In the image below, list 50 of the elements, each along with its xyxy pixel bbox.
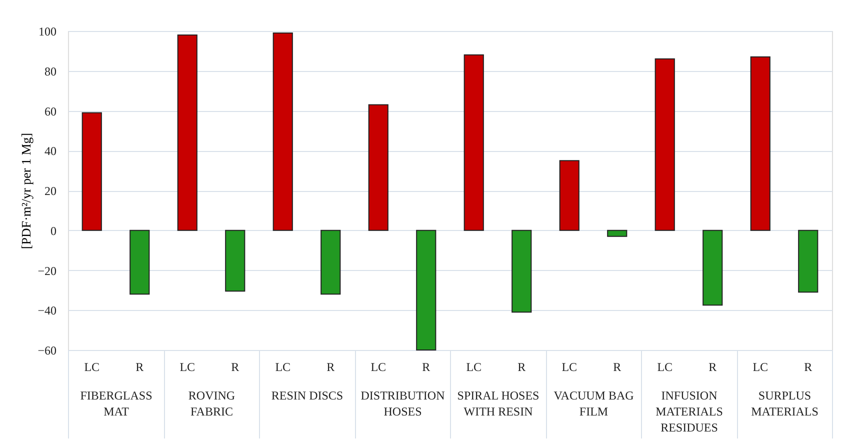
bar: [654, 58, 675, 231]
text: LC: [562, 360, 578, 374]
bar: [368, 104, 388, 231]
text: LC: [275, 360, 291, 374]
series-label: R: [422, 360, 430, 374]
bar: [272, 32, 293, 231]
bar: [607, 230, 628, 237]
y-tick-label: 80: [44, 64, 56, 78]
x-tick-label: ROVING FABRIC: [188, 388, 236, 418]
text: R: [326, 360, 335, 374]
y-tick-label: −20: [38, 264, 56, 278]
y-tick-label: −40: [38, 304, 56, 318]
bar: [750, 56, 770, 231]
text: LC: [466, 360, 482, 374]
text: LC: [84, 360, 100, 374]
text: R: [231, 360, 240, 374]
bar: [177, 34, 198, 231]
y-tick-label: 40: [44, 144, 56, 158]
x-tick-label: SURPLUS MATERIALS: [751, 388, 818, 418]
y-tick-label: −60: [38, 344, 56, 358]
x-tick-label: SPIRAL HOSES WITH RESIN: [457, 388, 540, 418]
text: R: [136, 360, 144, 374]
text: R: [518, 360, 526, 374]
bar: [559, 160, 580, 231]
x-tick-label: DISTRIBUTION HOSES: [360, 388, 446, 418]
text: LC: [180, 360, 196, 374]
bar: [416, 230, 436, 350]
text: R: [708, 360, 717, 374]
text: R: [804, 360, 812, 374]
x-tick-label: INFUSION MATERIALS RESIDUES: [656, 388, 723, 434]
bar: [225, 230, 246, 292]
text: LC: [752, 360, 768, 374]
x-tick-label: FIBERGLASS MAT: [80, 388, 152, 418]
y-tick-label: 100: [38, 24, 56, 38]
bar: [130, 230, 150, 295]
y-axis-title: [PDF·m²/yr per 1 Mg]: [18, 132, 34, 250]
bar: [82, 112, 102, 231]
bar: [512, 230, 532, 313]
x-tick-label: RESIN DISCS: [271, 388, 344, 402]
y-tick-label: 60: [44, 104, 56, 118]
text: LC: [370, 360, 386, 374]
bar: [798, 230, 818, 293]
text: LC: [657, 360, 673, 374]
y-tick-label: 20: [44, 184, 56, 198]
bar: [320, 230, 341, 295]
x-tick-label: VACUUM BAG FILM: [554, 388, 634, 418]
bar: [702, 230, 723, 306]
y-tick-label: 0: [50, 224, 56, 238]
text: R: [613, 360, 622, 374]
bar: [464, 54, 484, 231]
